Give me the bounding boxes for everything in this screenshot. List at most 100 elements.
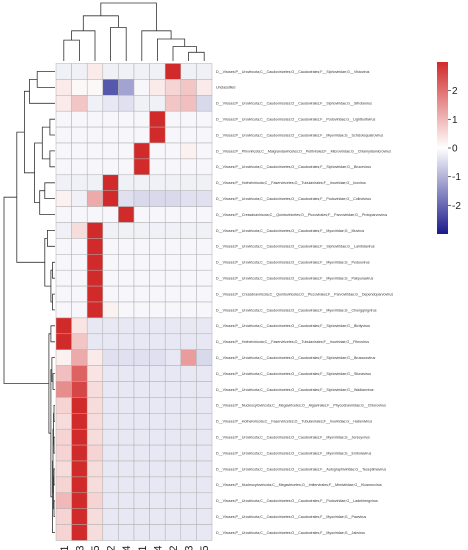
heatmap-cell-r26-c8	[180, 476, 197, 494]
heatmap-cell-r19-c4	[118, 365, 135, 382]
row-label: D__Viruses;P__Phixviricota;C__Malgrandav…	[216, 149, 391, 153]
heatmap-cell-r4-c4	[118, 126, 135, 144]
row-label: D__Viruses;P__Uroviricota;C__Caudovirice…	[216, 499, 378, 503]
row-dendrogram-branch	[47, 230, 55, 247]
heatmap-cell-r6-c8	[180, 158, 197, 176]
heatmap-cell-r25-c4	[118, 460, 135, 478]
row-label: D__Viruses;P__Uroviricota;C__Caudovirice…	[216, 308, 377, 312]
heatmap-cell-r3-c9	[196, 110, 213, 128]
row-labels: D__Viruses;P__Uroviricota;C__Caudovirice…	[216, 70, 393, 535]
heatmap-cell-r11-c7	[164, 238, 182, 255]
heatmap-cell-r19-c5	[133, 365, 150, 382]
heatmap-cell-r6-c4	[118, 158, 135, 176]
heatmap-cell-r5-c5	[133, 142, 150, 160]
heatmap-cell-r8-c4	[118, 190, 135, 207]
heatmap-cell-r9-c5	[133, 206, 150, 223]
heatmap-cell-r11-c9	[196, 238, 213, 255]
column-dendrogram-branch	[63, 39, 80, 61]
column-label-d3: D3	[74, 546, 86, 550]
heatmap-cell-r19-c0	[55, 365, 72, 382]
heatmap-cell-r18-c9	[196, 349, 213, 366]
heatmap-cell-r13-c6	[149, 269, 166, 287]
heatmap-cell-r14-c5	[133, 285, 150, 303]
heatmap-cell-r28-c0	[55, 508, 72, 525]
heatmap-cell-r11-c0	[55, 238, 72, 255]
heatmap-cell-r5-c6	[149, 142, 166, 160]
heatmap-cell-r25-c6	[149, 460, 166, 478]
heatmap-cell-r16-c5	[133, 317, 150, 335]
heatmap-cell-r12-c5	[133, 254, 150, 271]
heatmap-cell-r4-c1	[71, 126, 88, 144]
heatmap-cell-r5-c9	[196, 142, 213, 160]
heatmap-cell-r29-c4	[118, 524, 135, 541]
heatmap-cell-r6-c9	[196, 158, 213, 176]
heatmap-cell-r11-c1	[71, 238, 88, 255]
column-label-d5: D5	[90, 546, 102, 550]
heatmap-cell-r10-c6	[149, 222, 166, 239]
column-label-h5: H5	[199, 546, 211, 550]
heatmap-cell-r8-c2	[86, 190, 104, 207]
heatmap-cell-r27-c8	[180, 492, 197, 509]
heatmap-cell-r8-c7	[164, 190, 182, 207]
heatmap-cell-r14-c8	[180, 285, 197, 303]
row-label: D__Viruses;P__Uroviricota;C__Caudovirice…	[216, 245, 375, 249]
heatmap-cell-r29-c5	[133, 524, 150, 541]
heatmap-cell-r1-c6	[149, 79, 166, 96]
heatmap-cell-r6-c0	[55, 158, 72, 176]
row-label: D__Viruses;P__Uroviricota;C__Caudovirice…	[216, 467, 386, 471]
heatmap-cell-r23-c9	[196, 428, 213, 446]
heatmap-cell-r3-c7	[164, 110, 182, 128]
legend-tick-label: -2	[452, 201, 461, 212]
heatmap-cell-r1-c8	[180, 79, 197, 96]
heatmap-cell-r29-c6	[149, 524, 166, 541]
heatmap-cell-r23-c2	[86, 428, 104, 446]
row-label: D__Viruses;P__Uroviricota;C__Caudovirice…	[216, 531, 365, 535]
heatmap-cell-r11-c8	[180, 238, 197, 255]
heatmap-cell-r11-c6	[149, 238, 166, 255]
heatmap-cell-r17-c4	[118, 333, 135, 350]
heatmap-cell-r22-c3	[102, 413, 119, 430]
heatmap-cell-r13-c0	[55, 269, 72, 287]
column-dendrogram-branch	[82, 15, 119, 31]
row-dendrogram-branch	[53, 405, 55, 422]
heatmap-cell-r22-c8	[180, 413, 197, 430]
heatmap-cell-r9-c6	[149, 206, 166, 223]
heatmap-cell-r7-c1	[71, 174, 88, 191]
heatmap-cell-r16-c7	[164, 317, 182, 335]
heatmap-cell-r1-c0	[55, 79, 72, 96]
heatmap-cell-r16-c6	[149, 317, 166, 335]
column-dendrogram-branch	[141, 30, 172, 61]
column-dendrogram-branch	[71, 30, 96, 61]
heatmap-cell-r24-c0	[55, 444, 72, 462]
heatmap-cell-r15-c6	[149, 301, 166, 319]
row-label: D__Viruses;P__Uroviricota;C__Caudovirice…	[216, 133, 383, 137]
heatmap-cell-r3-c2	[86, 110, 104, 128]
heatmap-cell-r22-c1	[71, 413, 88, 430]
heatmap-cell-r18-c4	[118, 349, 135, 366]
heatmap-cell-r22-c5	[133, 413, 150, 430]
heatmap-cell-r13-c4	[118, 269, 135, 287]
heatmap-cell-r28-c6	[149, 508, 166, 525]
heatmap-cell-r24-c8	[180, 444, 197, 462]
heatmap-cell-r1-c1	[71, 79, 88, 96]
heatmap-cell-r28-c4	[118, 508, 135, 525]
row-label: D__Viruses;P__Hofneiviricota;C__Faservir…	[216, 420, 372, 424]
heatmap-cell-r26-c9	[196, 476, 213, 494]
heatmap-cell-r17-c6	[149, 333, 166, 350]
heatmap-cell-r15-c2	[86, 301, 104, 319]
heatmap-cell-r28-c8	[180, 508, 197, 525]
heatmap-cell-r16-c3	[102, 317, 119, 335]
heatmap-cell-r7-c9	[196, 174, 213, 191]
heatmap-cell-r0-c8	[180, 63, 197, 80]
heatmap-cell-r2-c8	[180, 95, 197, 112]
heatmap-cell-r21-c6	[149, 397, 166, 414]
heatmap-cell-r8-c0	[55, 190, 72, 207]
color-legend: -2 -1 0 1 2	[437, 62, 461, 234]
heatmap-cell-r4-c3	[102, 126, 119, 144]
heatmap-cell-r10-c4	[118, 222, 135, 239]
row-dendrogram-branch	[53, 436, 55, 454]
heatmap-cell-r7-c5	[133, 174, 150, 191]
heatmap-cell-r27-c1	[71, 492, 88, 509]
heatmap-cell-r6-c1	[71, 158, 88, 176]
heatmap-cell-r27-c9	[196, 492, 213, 509]
